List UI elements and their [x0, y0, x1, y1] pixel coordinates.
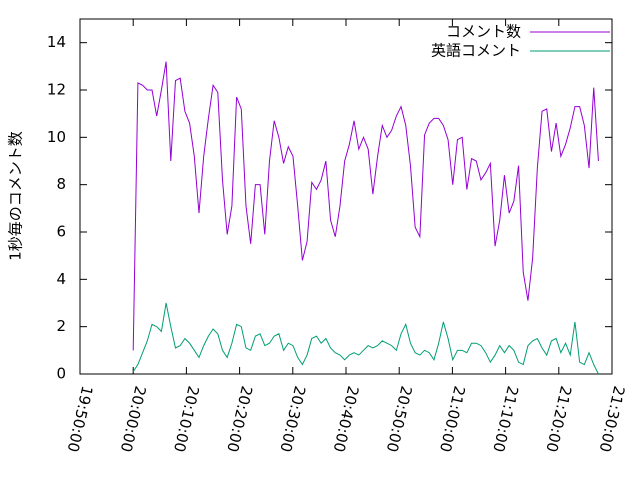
x-tick-label: 21:00:00: [436, 384, 469, 454]
y-tick-label: 0: [56, 365, 66, 383]
y-tick-label: 14: [47, 33, 66, 51]
x-tick-label: 20:00:00: [117, 384, 150, 454]
x-tick-label: 20:20:00: [223, 384, 256, 454]
y-tick-label: 6: [56, 223, 66, 241]
x-tick-label: 20:30:00: [276, 384, 309, 454]
plot-border: [79, 18, 613, 375]
x-tick-label: 20:40:00: [330, 384, 363, 454]
y-tick-label: 10: [47, 128, 66, 146]
x-tick-label: 20:50:00: [383, 384, 416, 454]
legend-label: コメント数: [446, 23, 521, 41]
x-tick-label: 21:20:00: [542, 384, 575, 454]
x-tick-label: 19:50:00: [64, 384, 97, 454]
y-tick-label: 2: [56, 317, 66, 335]
x-tick-label: 20:10:00: [170, 384, 203, 454]
series-line: [132, 302, 599, 375]
y-tick-label: 8: [56, 175, 66, 193]
y-tick-label: 12: [47, 81, 66, 99]
y-axis-label: 1秒毎のコメント数: [7, 131, 25, 261]
x-tick-label: 21:30:00: [596, 384, 629, 454]
series-line: [132, 61, 599, 351]
y-tick-label: 4: [56, 270, 66, 288]
x-tick-label: 21:10:00: [489, 384, 522, 454]
legend-label: 英語コメント: [431, 42, 521, 60]
